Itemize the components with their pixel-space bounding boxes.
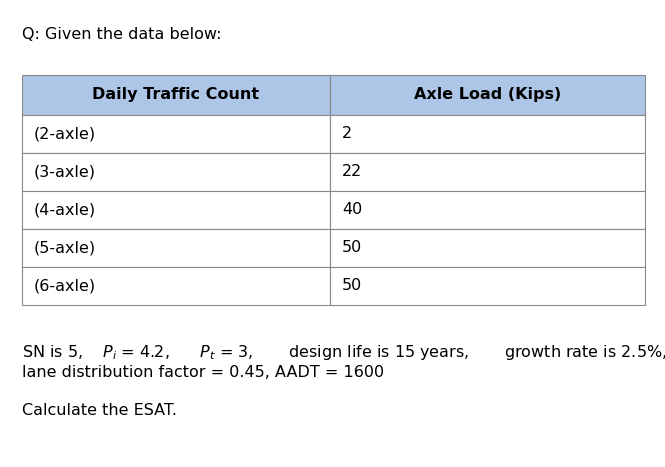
Bar [22, 229, 330, 267]
Bar [330, 75, 645, 115]
Bar [22, 267, 330, 305]
Bar [330, 153, 645, 191]
Text: 22: 22 [342, 164, 362, 179]
Bar [22, 115, 330, 153]
Bar [22, 153, 330, 191]
Text: (2-axle): (2-axle) [34, 127, 96, 142]
Bar [330, 115, 645, 153]
Text: 2: 2 [342, 127, 352, 142]
Text: lane distribution factor = 0.45, AADT = 1600: lane distribution factor = 0.45, AADT = … [22, 365, 384, 380]
Text: Daily Traffic Count: Daily Traffic Count [92, 87, 259, 102]
Text: (3-axle): (3-axle) [34, 164, 96, 179]
Text: (5-axle): (5-axle) [34, 241, 96, 255]
Bar [330, 267, 645, 305]
Text: 50: 50 [342, 278, 362, 293]
Bar [330, 229, 645, 267]
Text: Axle Load (Kips): Axle Load (Kips) [414, 87, 561, 102]
Text: 50: 50 [342, 241, 362, 255]
Text: (6-axle): (6-axle) [34, 278, 96, 293]
Text: Q: Given the data below:: Q: Given the data below: [22, 27, 221, 42]
Text: 40: 40 [342, 203, 362, 218]
Text: (4-axle): (4-axle) [34, 203, 96, 218]
Bar [330, 191, 645, 229]
Text: Calculate the ESAT.: Calculate the ESAT. [22, 403, 177, 418]
Bar [22, 75, 330, 115]
Text: SN is 5,    $P_i$ = 4.2,      $P_t$ = 3,       design life is 15 years,       gr: SN is 5, $P_i$ = 4.2, $P_t$ = 3, design … [22, 343, 665, 362]
Bar [22, 191, 330, 229]
